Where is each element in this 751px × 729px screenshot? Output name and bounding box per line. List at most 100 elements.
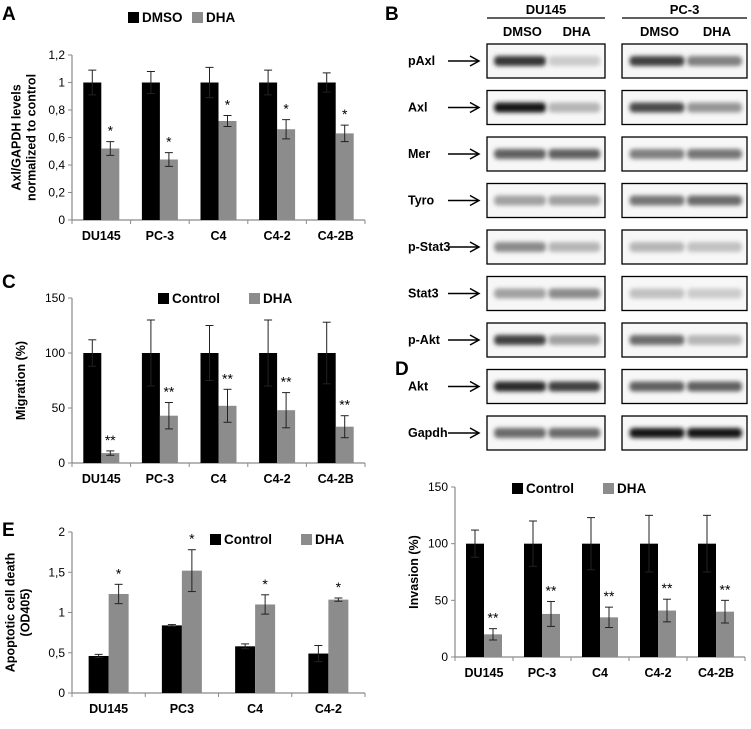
protein-band bbox=[629, 288, 685, 299]
protein-band bbox=[494, 428, 546, 438]
bar-control bbox=[200, 353, 219, 463]
bar-dha bbox=[600, 617, 618, 657]
x-tick-label: C4-2B bbox=[318, 229, 354, 243]
bar-dha bbox=[255, 604, 276, 693]
bar-dha bbox=[181, 570, 202, 693]
legend-label: DHA bbox=[263, 291, 292, 306]
bar-dha bbox=[542, 613, 560, 657]
y-tick-label: 1 bbox=[58, 76, 65, 90]
y-tick-label: 1,5 bbox=[48, 565, 65, 579]
legend-label: Control bbox=[172, 291, 220, 306]
group-header: DU145 bbox=[526, 2, 566, 17]
chart-E: 0 0,5 1 1,5 2 Apoptotic cell death (OD405) * * * *… bbox=[4, 525, 366, 716]
significance-mark: ** bbox=[662, 580, 673, 596]
protein-band bbox=[494, 149, 546, 159]
bar-dmso bbox=[83, 82, 102, 220]
bar-dha bbox=[218, 405, 237, 463]
x-tick-label: C4-2B bbox=[318, 472, 354, 486]
lane-label: DMSO bbox=[640, 24, 679, 39]
legend: Control DHA bbox=[512, 481, 646, 496]
bar-control bbox=[141, 353, 160, 463]
protein-band bbox=[687, 102, 742, 113]
legend-swatch bbox=[301, 534, 312, 545]
y-axis-label: Invasion (%) bbox=[407, 535, 421, 609]
y-tick-label: 0 bbox=[58, 456, 65, 470]
bar-control bbox=[582, 543, 600, 657]
chart-A: 0 0,2 0,4 0,6 0,8 1 1,2 Axl/GAPDH levels normali… bbox=[10, 10, 366, 243]
protein-band bbox=[494, 288, 546, 299]
blot-row-label: p-Stat3 bbox=[408, 240, 450, 254]
bar-dha bbox=[335, 133, 354, 220]
y-tick-label: 1 bbox=[58, 606, 65, 620]
protein-band bbox=[548, 242, 601, 252]
legend-label: DHA bbox=[315, 532, 344, 547]
x-tick-label: DU145 bbox=[82, 229, 121, 243]
legend: Control DHA bbox=[158, 291, 292, 306]
panel-label-C: C bbox=[2, 272, 16, 293]
bar-dha bbox=[159, 415, 178, 463]
bar-dha bbox=[716, 611, 734, 657]
bar-dha bbox=[108, 593, 129, 693]
significance-mark: ** bbox=[604, 588, 615, 604]
x-tick-label: C4-2 bbox=[644, 666, 671, 680]
protein-band bbox=[687, 56, 742, 66]
significance-mark: * bbox=[108, 123, 114, 139]
bar-dha bbox=[101, 148, 120, 220]
protein-band bbox=[687, 288, 742, 299]
y-tick-label: 0,5 bbox=[48, 646, 65, 660]
y-tick-label: 0,8 bbox=[48, 103, 65, 117]
significance-mark: * bbox=[189, 531, 195, 547]
arrow-head bbox=[469, 287, 481, 300]
legend-label: Control bbox=[224, 532, 272, 547]
y-axis-label: (OD405) bbox=[19, 589, 33, 637]
significance-mark: * bbox=[116, 565, 122, 581]
x-tick-label: C4-2 bbox=[264, 472, 291, 486]
bar-dha bbox=[277, 129, 296, 220]
y-axis-label: Apoptotic cell death bbox=[4, 553, 18, 672]
protein-band bbox=[494, 195, 546, 206]
bar-dha bbox=[658, 610, 676, 657]
y-tick-label: 1,2 bbox=[48, 48, 65, 62]
legend-swatch bbox=[512, 483, 523, 494]
bar-control bbox=[308, 653, 329, 693]
x-tick-label: C4-2 bbox=[315, 702, 342, 716]
bar-control bbox=[235, 646, 256, 693]
blot-row-label: pAxl bbox=[408, 54, 435, 68]
arrow-head bbox=[469, 55, 481, 67]
y-tick-label: 0,6 bbox=[48, 131, 65, 145]
protein-band bbox=[548, 149, 601, 159]
protein-band bbox=[494, 56, 546, 66]
legend-swatch bbox=[249, 293, 260, 304]
y-tick-label: 100 bbox=[45, 346, 65, 360]
bar-dha bbox=[328, 599, 349, 693]
bar-dmso bbox=[141, 82, 160, 220]
x-tick-label: PC3 bbox=[170, 702, 194, 716]
bar-dmso bbox=[259, 82, 278, 220]
protein-band bbox=[494, 381, 546, 392]
x-tick-label: PC-3 bbox=[146, 472, 175, 486]
legend-swatch bbox=[210, 534, 221, 545]
x-tick-label: C4 bbox=[211, 229, 227, 243]
panel-label-D: D bbox=[395, 359, 409, 380]
y-tick-label: 0,4 bbox=[48, 158, 65, 172]
bar-dha bbox=[101, 453, 120, 463]
bar-control bbox=[83, 353, 102, 463]
protein-band bbox=[548, 428, 601, 438]
protein-band bbox=[494, 335, 546, 345]
bar-dha bbox=[277, 410, 296, 463]
protein-band bbox=[548, 56, 601, 66]
significance-mark: ** bbox=[281, 374, 292, 390]
protein-band bbox=[687, 242, 742, 252]
legend-label: DHA bbox=[617, 481, 646, 496]
protein-band bbox=[548, 102, 601, 113]
legend: Control DHA bbox=[210, 532, 344, 547]
arrow-head bbox=[469, 380, 481, 393]
y-tick-label: 50 bbox=[52, 401, 66, 415]
bar-control bbox=[524, 543, 542, 657]
bar-control bbox=[698, 543, 716, 657]
panel-label-B: B bbox=[385, 4, 399, 25]
protein-band bbox=[629, 381, 685, 392]
bar-dmso bbox=[317, 82, 336, 220]
x-tick-label: C4 bbox=[247, 702, 263, 716]
